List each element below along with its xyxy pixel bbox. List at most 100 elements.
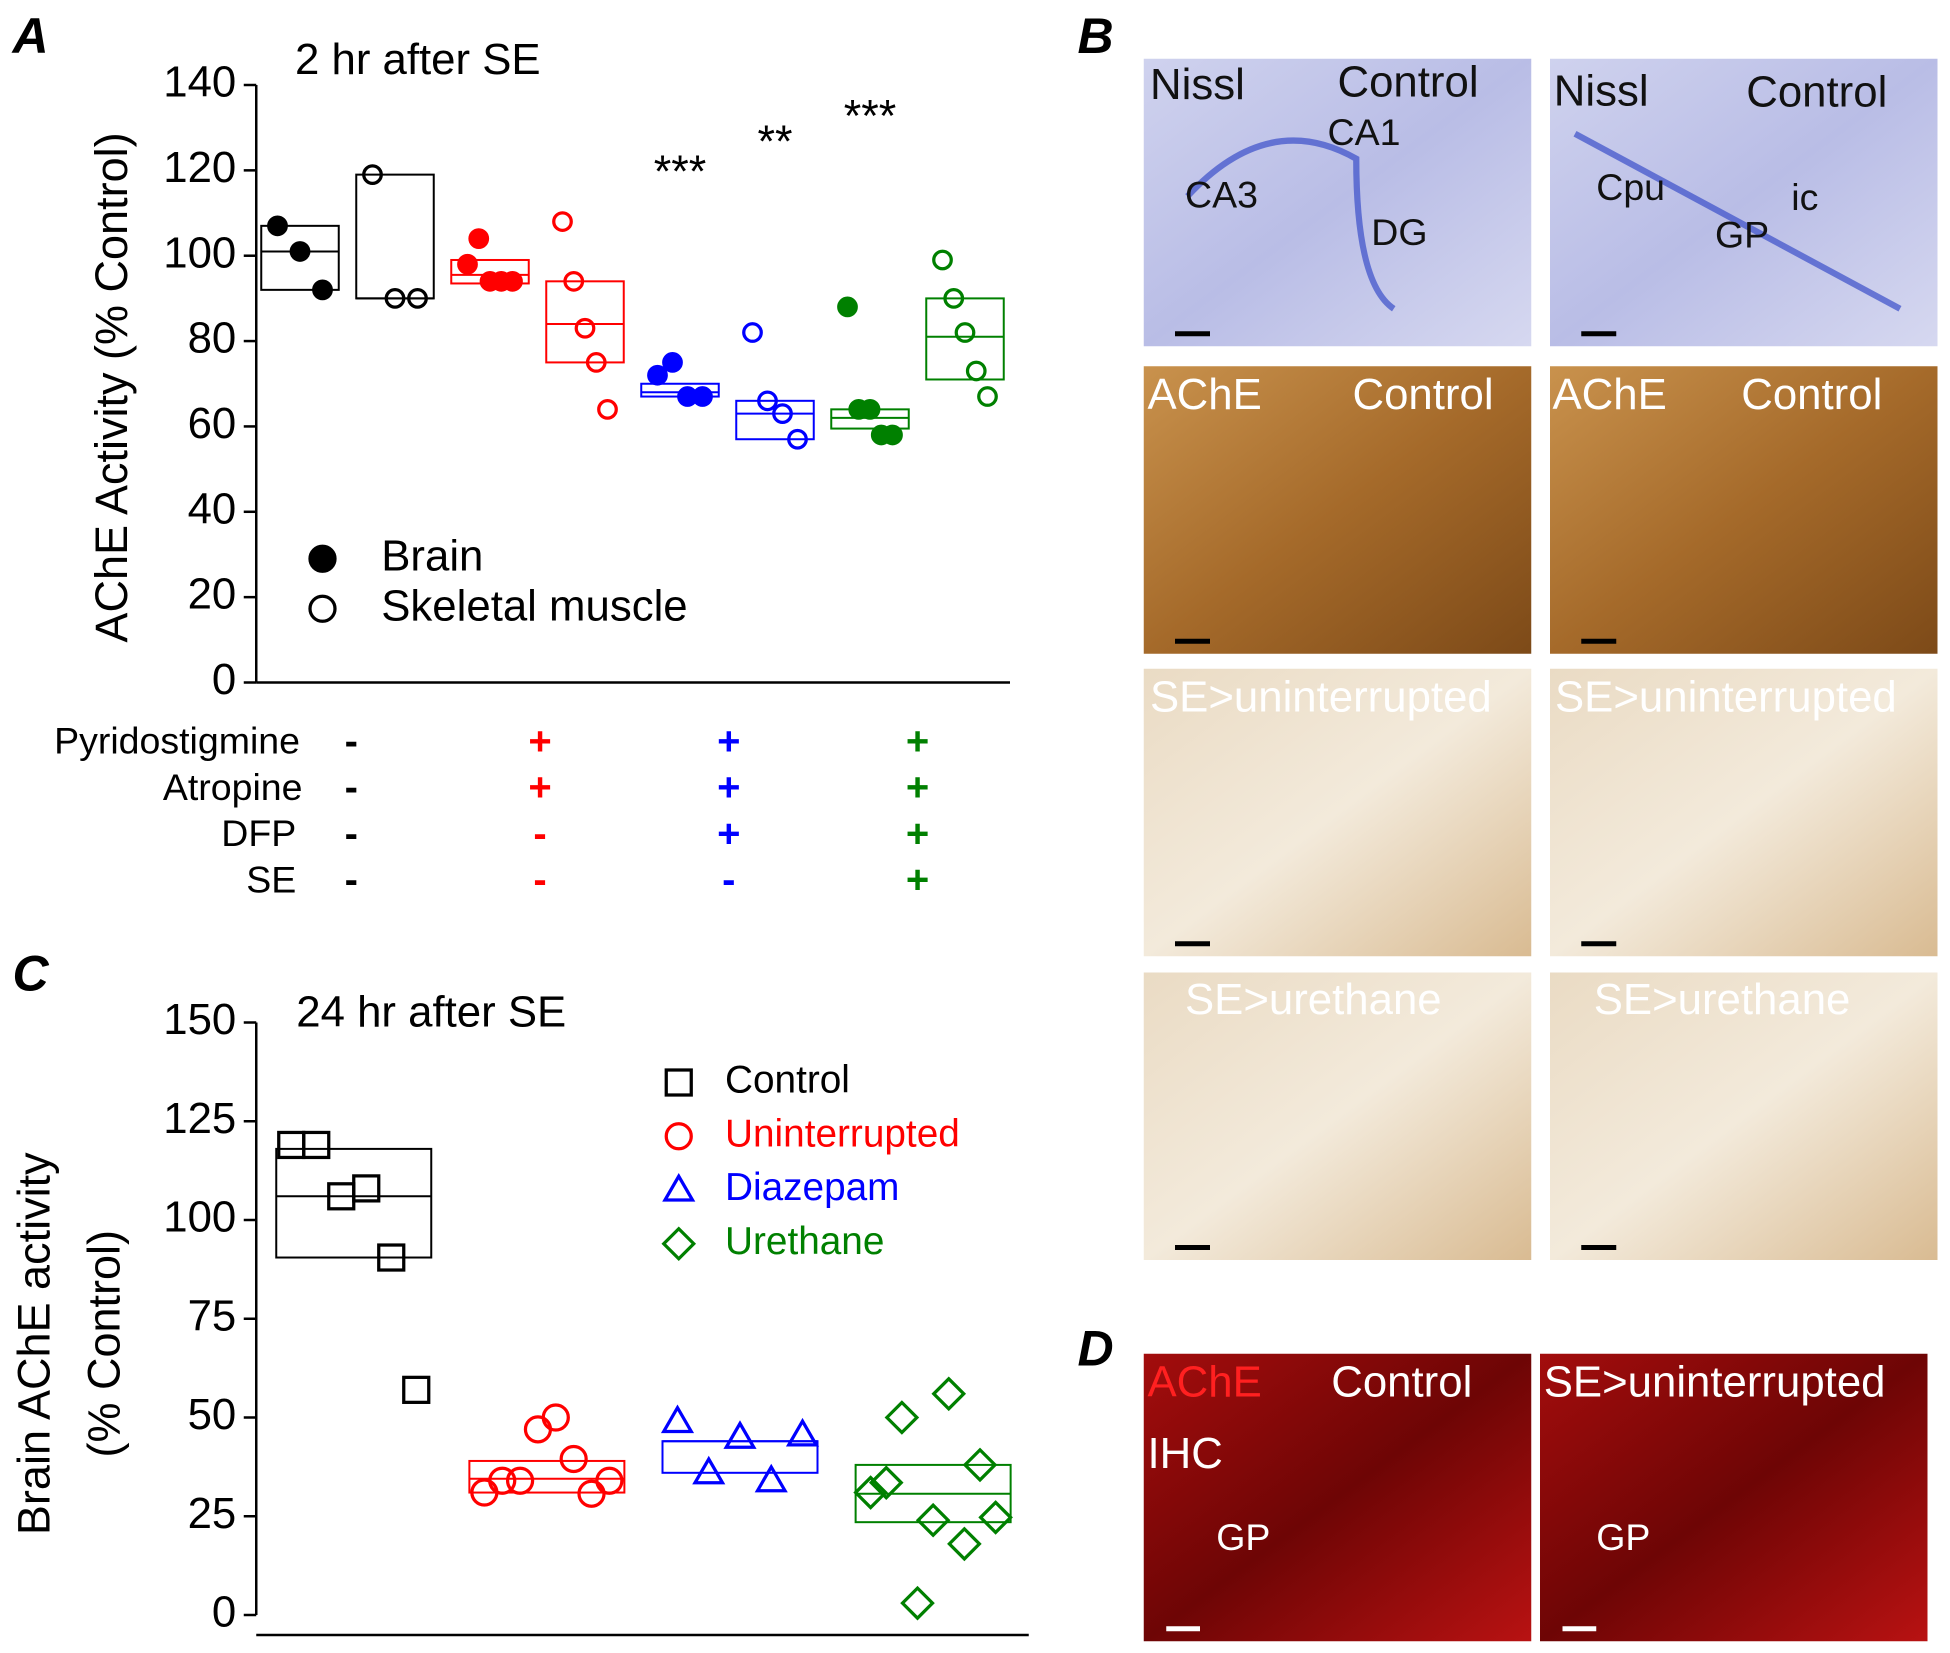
point (585, 352, 607, 373)
y-axis-title: Brain AChE activity (8, 1152, 59, 1535)
image-label: Control (1338, 58, 1479, 107)
y-tick-label: 50 (188, 1390, 237, 1439)
point (595, 1466, 624, 1495)
y-axis-title: AChE Activity (% Control) (86, 132, 137, 642)
treatment-sign: + (906, 812, 929, 856)
point (757, 390, 778, 412)
y-tick-label: 125 (163, 1094, 236, 1143)
image-label: GP (1216, 1516, 1270, 1558)
panel-label: C (13, 946, 50, 1002)
chart-title: 2 hr after SE (295, 35, 541, 84)
point (837, 296, 858, 318)
point (692, 1455, 726, 1485)
point (932, 249, 953, 271)
image-label: Control (1331, 1358, 1472, 1407)
point (954, 322, 976, 343)
point (977, 386, 998, 407)
tissue-band (1185, 137, 1396, 312)
treatment-sign: - (345, 858, 358, 902)
panel-label: D (1078, 1321, 1114, 1377)
image-label: IHC (1148, 1429, 1223, 1478)
treatment-sign: - (345, 719, 358, 763)
legend-label: Uninterrupted (725, 1112, 960, 1155)
point (978, 1500, 1013, 1535)
micrograph (1143, 1353, 1532, 1642)
y-tick-label: 140 (163, 58, 236, 107)
y-tick-label: 40 (188, 484, 237, 533)
point (541, 1403, 570, 1432)
image-label: SE>urethane (1185, 975, 1442, 1024)
point (302, 1130, 331, 1160)
point (859, 398, 881, 420)
image-label: Control (1746, 68, 1887, 117)
treatment-label: Pyridostigmine (54, 720, 300, 762)
point (457, 253, 478, 275)
treatment-sign: - (345, 812, 358, 856)
treatment-sign: + (717, 766, 740, 810)
y-tick-label: 0 (212, 1588, 236, 1637)
micrograph (1550, 366, 1938, 654)
treatment-sign: - (722, 858, 735, 902)
point (915, 1502, 951, 1538)
point (362, 164, 383, 185)
treatment-sign: + (906, 766, 929, 810)
micrograph (1540, 1353, 1928, 1642)
point (277, 1130, 306, 1160)
y-tick-label: 60 (188, 399, 237, 448)
image-label: AChE (1148, 1358, 1262, 1407)
legend-marker (308, 594, 337, 623)
point (597, 398, 618, 420)
legend-label: Diazepam (725, 1166, 899, 1209)
box (275, 1147, 433, 1259)
treatment-sign: + (717, 719, 740, 763)
treatment-sign: + (906, 719, 929, 763)
image-label: Nissl (1554, 66, 1649, 115)
micrograph (1550, 972, 1938, 1260)
point (502, 270, 523, 292)
micrograph (1143, 58, 1532, 347)
point (407, 288, 428, 309)
box (468, 1459, 626, 1494)
point (868, 1465, 904, 1500)
y-tick-label: 25 (188, 1489, 237, 1538)
point (662, 352, 683, 373)
image-label: Cpu (1596, 166, 1665, 208)
y-tick-label: 150 (163, 995, 236, 1044)
image-label: AChE (1553, 370, 1667, 419)
treatment-label: Atropine (163, 766, 303, 808)
point (723, 1420, 757, 1449)
y-tick-label: 75 (188, 1291, 237, 1340)
point (559, 1444, 588, 1474)
point (577, 1479, 606, 1508)
image-label: GP (1596, 1516, 1650, 1558)
legend-marker (664, 1068, 693, 1097)
point (853, 1475, 888, 1510)
treatment-label: DFP (221, 812, 296, 854)
micrograph (1550, 668, 1938, 957)
point (884, 1400, 920, 1435)
point (574, 317, 596, 339)
point (377, 1243, 406, 1272)
chart-title: 24 hr after SE (296, 988, 566, 1037)
image-label: CA1 (1328, 111, 1401, 153)
point (523, 1415, 553, 1444)
treatment-sign: - (345, 766, 358, 810)
point (962, 1447, 998, 1483)
image-label: AChE (1148, 370, 1262, 419)
significance: ** (757, 116, 792, 167)
y-tick-label: 100 (163, 1193, 236, 1242)
treatment-sign: + (906, 858, 929, 902)
image-label: Control (1741, 370, 1882, 419)
point (772, 403, 793, 424)
micrograph (1550, 58, 1938, 347)
legend-label: Control (725, 1059, 850, 1102)
point (352, 1174, 381, 1203)
point (742, 322, 763, 343)
treatment-sign: + (717, 812, 740, 856)
point (943, 288, 965, 309)
legend-label: Skeletal muscle (381, 581, 687, 630)
point (692, 386, 713, 407)
point (488, 1466, 517, 1495)
